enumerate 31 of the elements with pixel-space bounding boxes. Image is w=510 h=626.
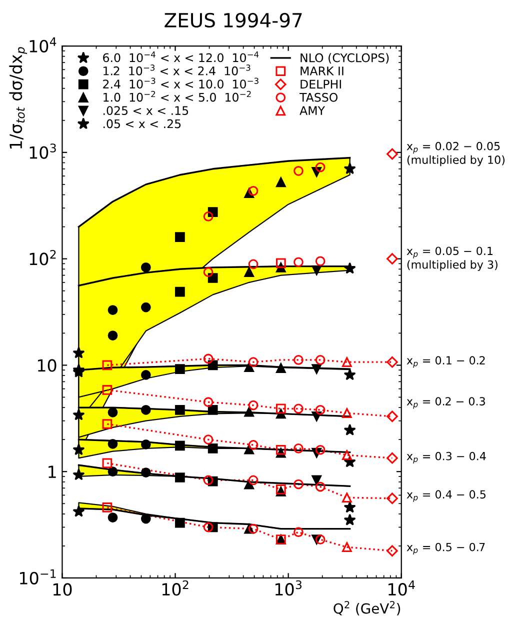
x-tick-label: 10$^{2}$ <box>162 580 188 596</box>
legend-label: 1.2 10$^{−3}$ < x < 2.4 10$^{−3}$ <box>104 64 250 76</box>
y-tick-label: 10$^{2}$ <box>30 250 56 266</box>
y-tick-label: 10$^{4}$ <box>30 37 56 52</box>
x-axis-title: Q$^{2}$ (GeV$^{2}$) <box>334 600 400 616</box>
legend-label: 2.4 10$^{−3}$ < x < 10.0 10$^{−3}$ <box>103 78 258 89</box>
x-tick-label: 10$^{4}$ <box>388 580 415 596</box>
legend-label: 6.0 10$^{−4}$ < x < 12.0 10$^{−4}$ <box>103 51 259 62</box>
x-tick-label: 10$^{3}$ <box>275 580 302 596</box>
legend-label: AMY <box>300 106 326 115</box>
y-tick-label: 10$^{3}$ <box>30 144 56 159</box>
y-axis-title: 1/σ$_{tot}$ dσ/dx$_{p}$ <box>9 47 28 149</box>
chart-title: ZEUS 1994-97 <box>164 12 302 28</box>
text: x$_{p}$ = 0.5 − 0.7 <box>406 542 485 555</box>
y-tick-label: 1 <box>48 466 56 478</box>
legend-label: TASSO <box>299 92 338 102</box>
text: x$_{p}$ = 0.1 − 0.2 <box>406 356 485 368</box>
y-tick-label: 10$^{−1}$ <box>20 569 56 584</box>
legend-label: .05 < x < .25 <box>104 119 181 128</box>
y-tick-label: 10 <box>38 359 56 372</box>
legend-label: NLO (CYCLOPS) <box>300 53 389 64</box>
legend-label: DELPHI <box>300 80 341 88</box>
legend-label: 1.0 10$^{−2}$ < x < 5.0 10$^{−2}$ <box>104 90 251 102</box>
text: x$_{p}$ = 0.3 − 0.4 <box>406 452 486 464</box>
text: x$_{p}$ = 0.4 − 0.5 <box>406 490 486 502</box>
legend-label: MARK II <box>300 66 344 76</box>
text: x$_{p}$ = 0.05 − 0.1 (multiplied by 3) <box>406 246 498 271</box>
text: x$_{p}$ = 0.02 − 0.05 (multiplied by 10) <box>406 142 505 166</box>
text: x$_{p}$ = 0.2 − 0.3 <box>406 397 485 409</box>
legend-label: .025 < x < .15 <box>104 106 188 116</box>
x-tick-label: 10 <box>53 583 72 596</box>
